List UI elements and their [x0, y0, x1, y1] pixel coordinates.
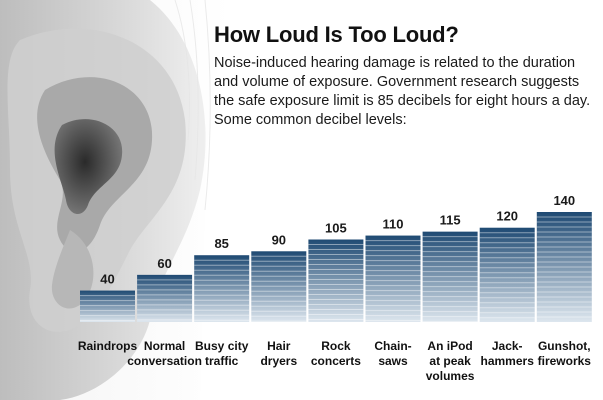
category-label-line: concerts — [311, 354, 361, 368]
category-label-line: Busy city — [195, 339, 249, 353]
bar-value-label: 110 — [383, 217, 404, 232]
category-label-line: hammers — [481, 354, 535, 368]
bar-value-label: 40 — [100, 272, 114, 287]
bar — [308, 239, 364, 322]
category-label: Gunshot, fireworks — [538, 339, 592, 368]
bar-value-label: 60 — [157, 256, 171, 271]
category-label-line: Raindrops — [78, 339, 138, 353]
bar — [479, 227, 535, 322]
category-label-line: conversation — [127, 354, 202, 368]
bar-value-label: 120 — [496, 209, 518, 224]
bar — [80, 290, 135, 322]
bar-group: 105 Rock concerts — [308, 221, 364, 368]
category-label-line: Jack- — [492, 339, 523, 353]
bar — [422, 231, 478, 322]
category-label-line: Chain- — [374, 339, 411, 353]
bar-group: 115 An iPod at peak volumes — [422, 213, 478, 383]
bar-value-label: 90 — [272, 232, 286, 247]
bar-group: 85 Busy city traffic — [194, 236, 250, 368]
category-label-line: volumes — [426, 369, 475, 383]
bar-group: 110 Chain-saws — [365, 217, 421, 368]
bar-group: 60 Normal conversation — [127, 256, 202, 368]
category-label: An iPod at peak volumes — [426, 339, 475, 383]
bar-group: 40 Raindrops — [78, 272, 138, 353]
category-label: Normal conversation — [127, 339, 202, 368]
bar — [365, 235, 421, 322]
category-label: Rock concerts — [311, 339, 361, 368]
bar — [536, 212, 592, 322]
bar-value-label: 140 — [553, 193, 575, 208]
bar-group: 90 Hair dryers — [251, 232, 307, 368]
category-label-line: at peak — [429, 354, 471, 368]
category-label-line: Hair — [267, 339, 291, 353]
bar-group: 120 Jack-hammers — [479, 209, 535, 368]
bar — [137, 274, 193, 322]
category-label: Hair dryers — [260, 339, 297, 368]
bar-value-label: 85 — [214, 236, 228, 251]
category-label: Busy city traffic — [195, 339, 249, 368]
category-label: Chain-saws — [374, 339, 411, 368]
chart-title: How Loud Is Too Loud? — [214, 22, 459, 47]
bar — [194, 255, 250, 322]
category-label-line: dryers — [260, 354, 297, 368]
category-label-line: Gunshot, — [538, 339, 591, 353]
category-label-line: fireworks — [538, 354, 592, 368]
category-label: Raindrops — [78, 339, 138, 353]
category-label-line: An iPod — [427, 339, 472, 353]
category-label-line: saws — [378, 354, 408, 368]
category-label-line: Normal — [144, 339, 185, 353]
category-label-line: Rock — [321, 339, 351, 353]
chart-subtitle: Noise-induced hearing damage is related … — [214, 55, 591, 128]
category-label-line: traffic — [205, 354, 239, 368]
bar — [251, 251, 307, 322]
bar-value-label: 115 — [440, 213, 461, 228]
bar-group: 140 Gunshot, fireworks — [536, 193, 592, 368]
category-label: Jack-hammers — [481, 339, 535, 368]
bar-value-label: 105 — [325, 221, 347, 236]
